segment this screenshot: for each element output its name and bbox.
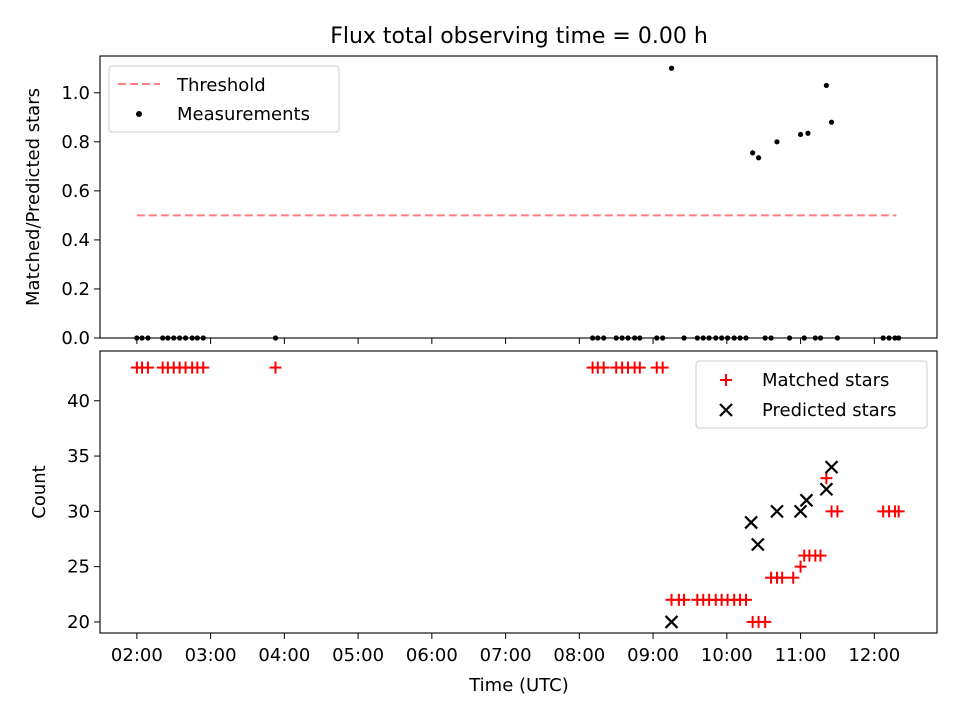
count-y-tick-label: 40: [67, 391, 90, 412]
count-plot-frame: [99, 350, 938, 634]
count-legend-box: [695, 360, 928, 429]
time-x-tick-label: 05:00: [332, 645, 384, 666]
time-x-tick-label: 02:00: [111, 645, 163, 666]
time-x-tick-label: 03:00: [185, 645, 237, 666]
ratio-y-tick-label: 0.0: [61, 328, 90, 349]
matched-star-point: [794, 560, 807, 573]
matched-star-point: [831, 505, 844, 518]
cross-stroke-b: [793, 504, 808, 519]
count-legend: Matched stars Predicted stars: [695, 360, 928, 429]
matched-star-point: [814, 549, 827, 562]
time-x-tick-label: 04:00: [258, 645, 310, 666]
matched-star-point: [141, 361, 154, 374]
ratio-panel: 0.0 0.2 0.4 0.6 0.8 1.0 Matched/Predicted sta…: [23, 55, 938, 349]
time-x-tick-label: 09:00: [627, 645, 679, 666]
matched-legend-swatch: [720, 374, 732, 386]
count-y-tick-label: 30: [67, 501, 90, 522]
ratio-y-tick-label: 0.4: [61, 230, 90, 251]
measurements-legend-swatch: [136, 111, 142, 117]
ratio-y-tick-label: 1.0: [61, 83, 90, 104]
cross-stroke-b: [744, 515, 758, 530]
matched-star-point: [597, 361, 610, 374]
measurement-point: [797, 131, 804, 138]
ratio-legend-box: [108, 65, 340, 133]
time-x-tick-label: 10:00: [701, 645, 753, 666]
matched-star-point: [759, 615, 772, 628]
matched-star-point: [820, 472, 833, 485]
matched-legend-marker: [720, 374, 732, 386]
predicted-star-point: [770, 504, 784, 519]
matched-star-point: [776, 571, 789, 584]
predicted-star-point: [819, 482, 834, 497]
threshold-legend-label: Threshold: [176, 75, 266, 96]
predicted-star-point: [793, 504, 808, 519]
ratio-y-tick-label: 0.6: [61, 181, 90, 202]
time-x-tick-label: 06:00: [406, 645, 458, 666]
predicted-star-point: [799, 493, 814, 508]
cross-stroke-b: [719, 403, 733, 417]
count-panel: 20 25 30 35 40 02:00 03:00 04:00 05:00 06:00 07:0…: [29, 350, 938, 696]
chart-title: Flux total observing time = 0.00 h: [330, 24, 708, 49]
cross-stroke-b: [751, 537, 765, 552]
predicted-star-point: [751, 537, 765, 552]
ratio-y-axis-label: Matched/Predicted stars: [23, 88, 44, 306]
measurement-point: [750, 150, 756, 156]
matched-star-point: [892, 505, 905, 518]
matched-star-point: [269, 361, 282, 374]
matched-star-point: [656, 361, 669, 374]
measurement-point: [823, 82, 829, 89]
measurement-point: [755, 155, 762, 161]
ratio-plot-frame: [99, 55, 938, 339]
measurements-legend-label: Measurements: [177, 104, 310, 125]
matched-star-point: [740, 593, 753, 606]
matched-star-point: [633, 361, 646, 374]
predicted-legend-marker: [719, 403, 733, 417]
ratio-legend: Threshold Measurements: [108, 65, 340, 133]
matched-star-point: [678, 593, 691, 606]
measurement-point: [774, 139, 780, 145]
cross-stroke-b: [799, 493, 814, 508]
measurement-point: [668, 65, 675, 71]
time-x-tick-label: 12:00: [848, 645, 900, 666]
ratio-y-tick-label: 0.8: [61, 132, 90, 153]
predicted-star-point: [664, 615, 679, 629]
count-y-tick-label: 35: [67, 446, 90, 467]
time-x-tick-label: 11:00: [775, 645, 827, 666]
predicted-star-point: [824, 460, 839, 474]
count-y-tick-label: 25: [67, 557, 90, 578]
time-x-tick-label: 08:00: [553, 645, 605, 666]
measurement-point: [805, 130, 811, 136]
cross-stroke-b: [819, 482, 834, 497]
matched-legend-label: Matched stars: [762, 370, 889, 391]
cross-stroke-b: [664, 615, 679, 629]
count-y-tick-label: 20: [67, 612, 90, 633]
cross-stroke-b: [770, 504, 784, 519]
matched-star-point: [787, 571, 800, 584]
time-x-axis-label: Time (UTC): [468, 675, 569, 696]
time-x-tick-label: 07:00: [480, 645, 532, 666]
predicted-legend-label: Predicted stars: [762, 400, 896, 421]
measurement-point: [828, 119, 835, 125]
cross-stroke-b: [824, 460, 839, 474]
ratio-y-tick-label: 0.2: [61, 279, 90, 300]
count-y-axis-label: Count: [29, 465, 50, 518]
predicted-star-point: [744, 515, 758, 530]
predicted-legend-swatch: [719, 403, 733, 417]
matched-star-point: [197, 361, 210, 374]
